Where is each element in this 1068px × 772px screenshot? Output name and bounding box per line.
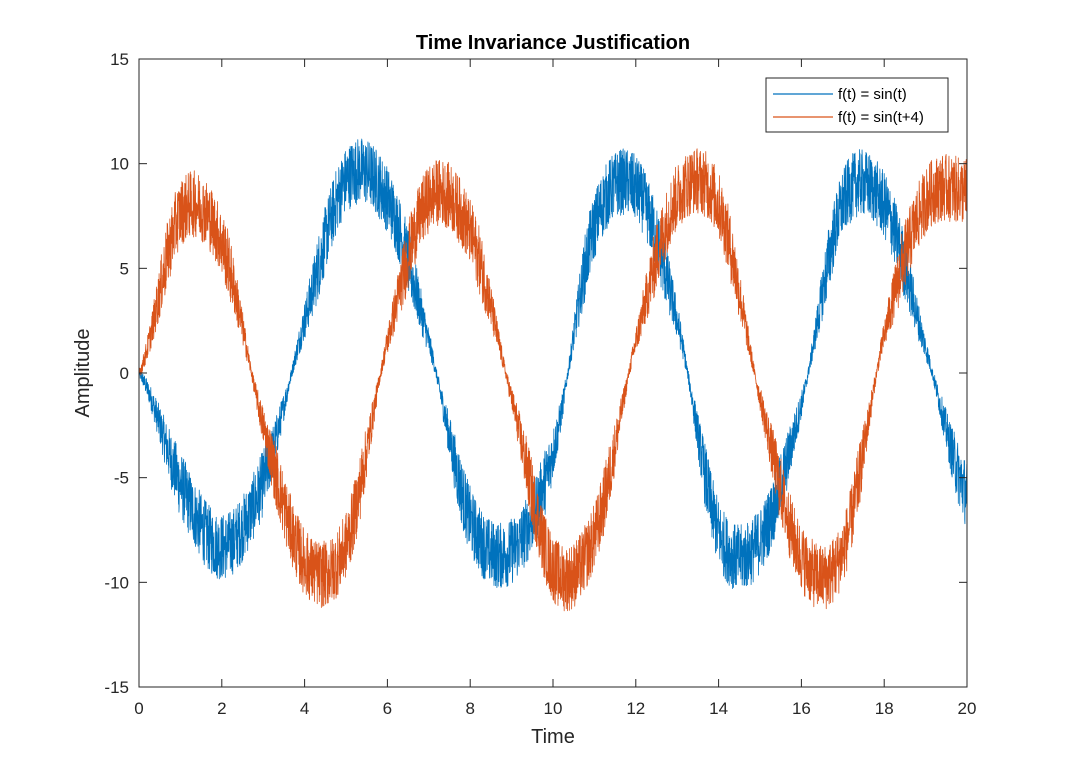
y-tick-label: -15 bbox=[104, 678, 129, 697]
y-tick-label: 10 bbox=[110, 155, 129, 174]
ticks-layer: 0 2 4 6 8 10 12 14 16 18 20 -15 -10 -5 0 5 10 15 bbox=[104, 50, 976, 718]
x-tick-label: 4 bbox=[300, 699, 309, 718]
y-tick-label: 15 bbox=[110, 50, 129, 69]
x-tick-label: 14 bbox=[709, 699, 728, 718]
y-tick-label: 5 bbox=[120, 259, 129, 278]
y-axis-label: Amplitude bbox=[72, 329, 94, 418]
legend-label-series-2: f(t) = sin(t+4) bbox=[838, 109, 924, 126]
y-tick-label: -5 bbox=[114, 469, 129, 488]
series-layer bbox=[139, 138, 967, 612]
x-tick-label: 12 bbox=[626, 699, 645, 718]
series-line-1 bbox=[139, 138, 967, 589]
x-tick-label: 16 bbox=[792, 699, 811, 718]
x-tick-label: 2 bbox=[217, 699, 226, 718]
y-tick-label: -10 bbox=[104, 573, 129, 592]
x-tick-label: 8 bbox=[465, 699, 474, 718]
legend: f(t) = sin(t) f(t) = sin(t+4) bbox=[765, 77, 949, 133]
series-line-2 bbox=[139, 148, 967, 612]
x-tick-label: 20 bbox=[958, 699, 977, 718]
legend-box bbox=[765, 77, 949, 133]
y-tick-label: 0 bbox=[120, 364, 129, 383]
chart-title: Time Invariance Justification bbox=[416, 32, 690, 54]
x-tick-label: 0 bbox=[134, 699, 143, 718]
x-tick-label: 6 bbox=[383, 699, 392, 718]
x-axis-label: Time bbox=[531, 726, 575, 748]
x-tick-label: 18 bbox=[875, 699, 894, 718]
legend-label-series-1: f(t) = sin(t) bbox=[838, 86, 907, 103]
x-tick-label: 10 bbox=[544, 699, 563, 718]
